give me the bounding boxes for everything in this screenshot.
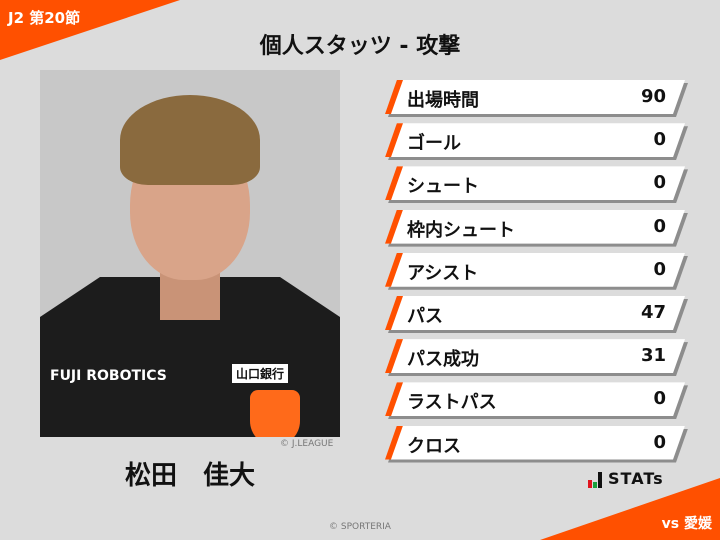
stat-label: ラストパス (407, 392, 497, 414)
stat-value: 47 (640, 301, 666, 323)
stats-logo-icon (588, 472, 602, 488)
jersey-sponsor: FUJI ROBOTICS (50, 368, 167, 384)
stats-list: 出場時間 90 ゴール 0 シュート 0 枠内シュート 0 アシスト 0 パス … (385, 80, 690, 469)
jersey-sponsor-2: 山口銀行 (232, 364, 289, 383)
stat-label: クロス (407, 435, 461, 457)
stats-brand-text: STATs (608, 469, 664, 488)
stat-row: シュート 0 (385, 166, 690, 204)
credit: © SPORTERIA (329, 522, 391, 532)
stat-value: 0 (653, 172, 666, 194)
stat-label: シュート (407, 176, 479, 198)
stats-brand: STATs (588, 469, 664, 488)
stat-value: 0 (653, 215, 666, 237)
stat-row: 出場時間 90 (385, 80, 690, 117)
stat-value: 90 (640, 86, 666, 107)
stat-row: アシスト 0 (385, 252, 690, 290)
player-name: 松田 佳大 (124, 461, 255, 491)
stat-row: ゴール 0 (385, 123, 690, 161)
stat-label: ゴール (407, 133, 461, 155)
stat-value: 0 (653, 258, 666, 280)
stat-label: 出場時間 (407, 90, 479, 111)
page-title: 個人スタッツ - 攻撃 (259, 34, 461, 59)
opponent-label: vs 愛媛 (661, 516, 712, 532)
stat-row: 枠内シュート 0 (385, 209, 690, 247)
stat-label: アシスト (407, 262, 479, 284)
stat-row: クロス 0 (385, 425, 690, 463)
stat-row: パス 47 (385, 295, 690, 333)
stat-value: 0 (653, 129, 666, 151)
stat-value: 31 (640, 345, 666, 367)
stat-row: パス成功 31 (385, 339, 690, 377)
club-badge-icon (250, 390, 300, 437)
stat-label: パス (407, 305, 443, 327)
round-label: J2 第20節 (8, 9, 81, 27)
stat-label: パス成功 (407, 349, 479, 371)
stat-label: 枠内シュート (407, 219, 515, 241)
stat-row: ラストパス 0 (385, 382, 690, 420)
stat-value: 0 (653, 431, 666, 453)
stat-value: 0 (653, 388, 666, 410)
photo-credit: © J.LEAGUE (280, 439, 334, 449)
player-photo: FUJI ROBOTICS 山口銀行 (40, 70, 340, 437)
